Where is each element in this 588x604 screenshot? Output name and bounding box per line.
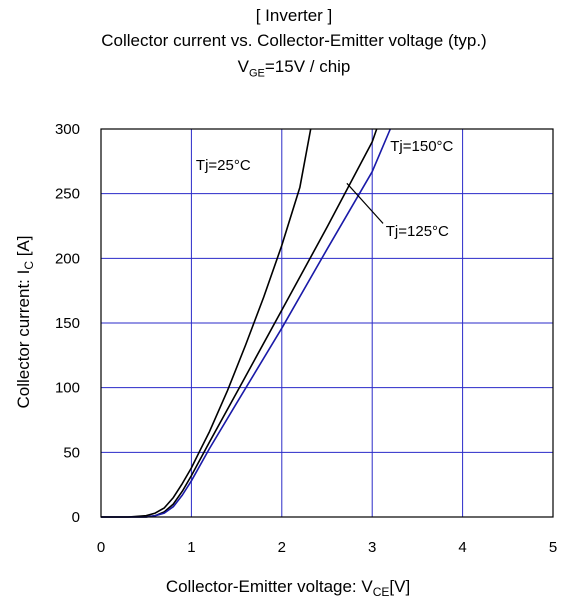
x-tick-label: 2 [278,539,286,556]
x-tick-label: 4 [458,539,466,556]
subtitle-main: V [237,57,249,76]
plot-frame [100,128,554,518]
x-tick-label: 1 [187,539,195,556]
chart-title-line-1: [ Inverter ] [255,6,333,25]
chart-title-line-2: Collector current vs. Collector-Emitter … [101,31,487,50]
y-axis-label: Collector current: IC [A] [14,235,36,408]
annotation-label-2: Tj=125°C [386,223,449,240]
x-tick-label: 5 [549,539,557,556]
series-line-0 [101,128,312,518]
chart-subtitle: VGE=15V / chip [0,57,588,79]
y-tick-label: 100 [55,380,80,397]
x-tick-labels: 0 1 2 3 4 5 [97,539,557,556]
y-tick-label: 150 [55,315,80,332]
annotation-label-1: Tj=150°C [390,138,453,155]
y-tick-label: 0 [72,509,80,526]
y-tick-label: 300 [55,121,80,138]
subtitle-sub: GE [248,67,265,80]
x-tick-label: 0 [97,539,105,556]
x-tick-label: 3 [368,539,376,556]
subtitle-rest: =15V / chip [264,57,351,76]
annotation-label-0: Tj=25°C [196,157,251,174]
annotation-leader-line [346,182,384,224]
x-axis-label: Collector-Emitter voltage: VCE[V] [166,577,410,599]
y-tick-label: 200 [55,250,80,267]
y-tick-labels: 0 50 100 150 200 250 300 [55,121,80,526]
y-tick-label: 250 [55,186,80,203]
grid [101,129,553,517]
y-tick-label: 50 [63,444,80,461]
curve-annotations: Tj=25°C Tj=150°C Tj=125°C [196,138,454,240]
